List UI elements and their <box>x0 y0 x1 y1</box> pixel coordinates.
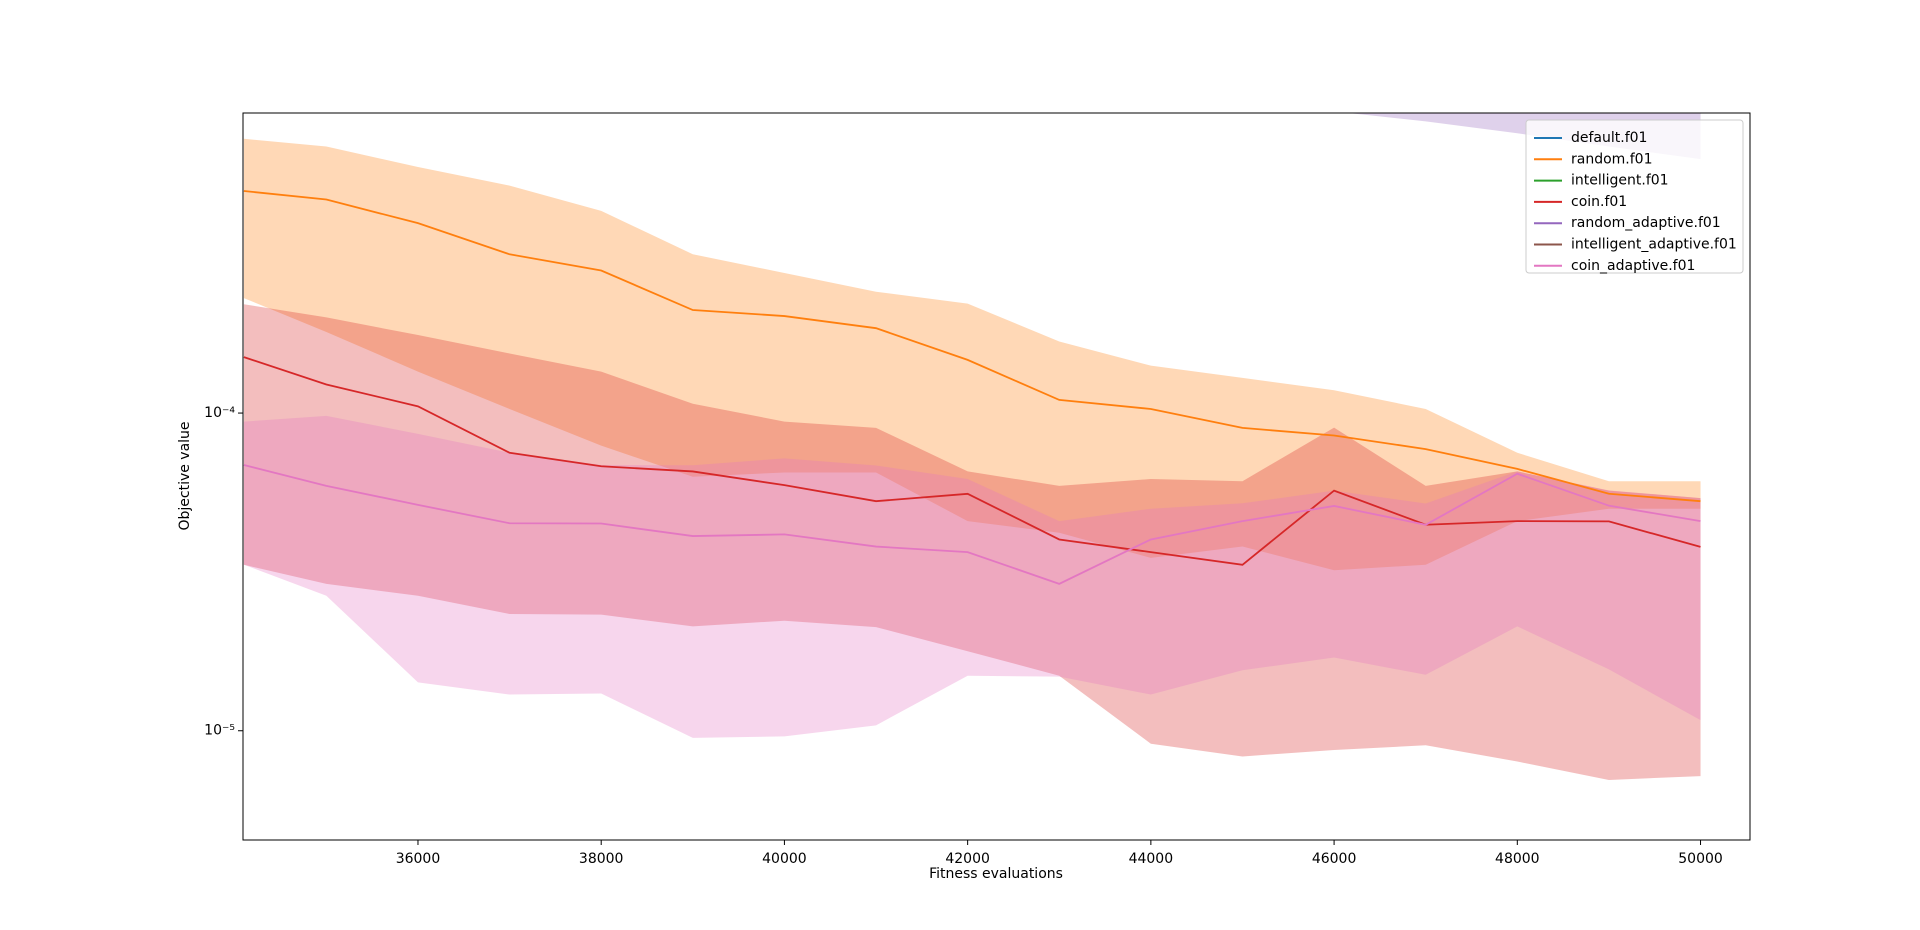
legend-label: random_adaptive.f01 <box>1571 215 1721 231</box>
plot-area <box>243 82 1701 780</box>
y-tick-label: 10⁻⁵ <box>204 723 235 739</box>
x-tick-label: 38000 <box>579 851 624 867</box>
series-line <box>243 464 1701 585</box>
series-line <box>243 190 1701 503</box>
band <box>243 138 1701 571</box>
x-tick-label: 42000 <box>945 851 990 867</box>
band <box>243 415 1701 738</box>
x-tick-label: 36000 <box>396 851 441 867</box>
legend-label: default.f01 <box>1571 130 1647 146</box>
legend-label: coin_adaptive.f01 <box>1571 258 1695 274</box>
legend-label: intelligent.f01 <box>1571 173 1669 189</box>
series-line <box>243 356 1701 566</box>
band <box>243 304 1701 780</box>
legend-label: intelligent_adaptive.f01 <box>1571 237 1737 253</box>
legend-box <box>1525 119 1744 274</box>
x-tick-label: 40000 <box>762 851 807 867</box>
axes: 36000 38000 40000 42000 44000 46000 48000 50000… <box>204 405 1723 867</box>
x-tick-label: 50000 <box>1678 851 1723 867</box>
x-axis-label: Fitness evaluations <box>929 866 1063 882</box>
legend: default.f01 random.f01 intelligent.f01 coin… <box>1525 119 1744 274</box>
x-tick-label: 44000 <box>1129 851 1174 867</box>
x-tick-label: 46000 <box>1312 851 1357 867</box>
y-axis-label: Objective value <box>177 421 193 530</box>
legend-label: coin.f01 <box>1571 194 1627 210</box>
x-tick-label: 48000 <box>1495 851 1540 867</box>
series-line <box>1426 82 1701 111</box>
legend-label: random.f01 <box>1571 151 1653 167</box>
axes-frame <box>242 112 1751 841</box>
y-tick-label: 10⁻⁴ <box>204 405 235 421</box>
